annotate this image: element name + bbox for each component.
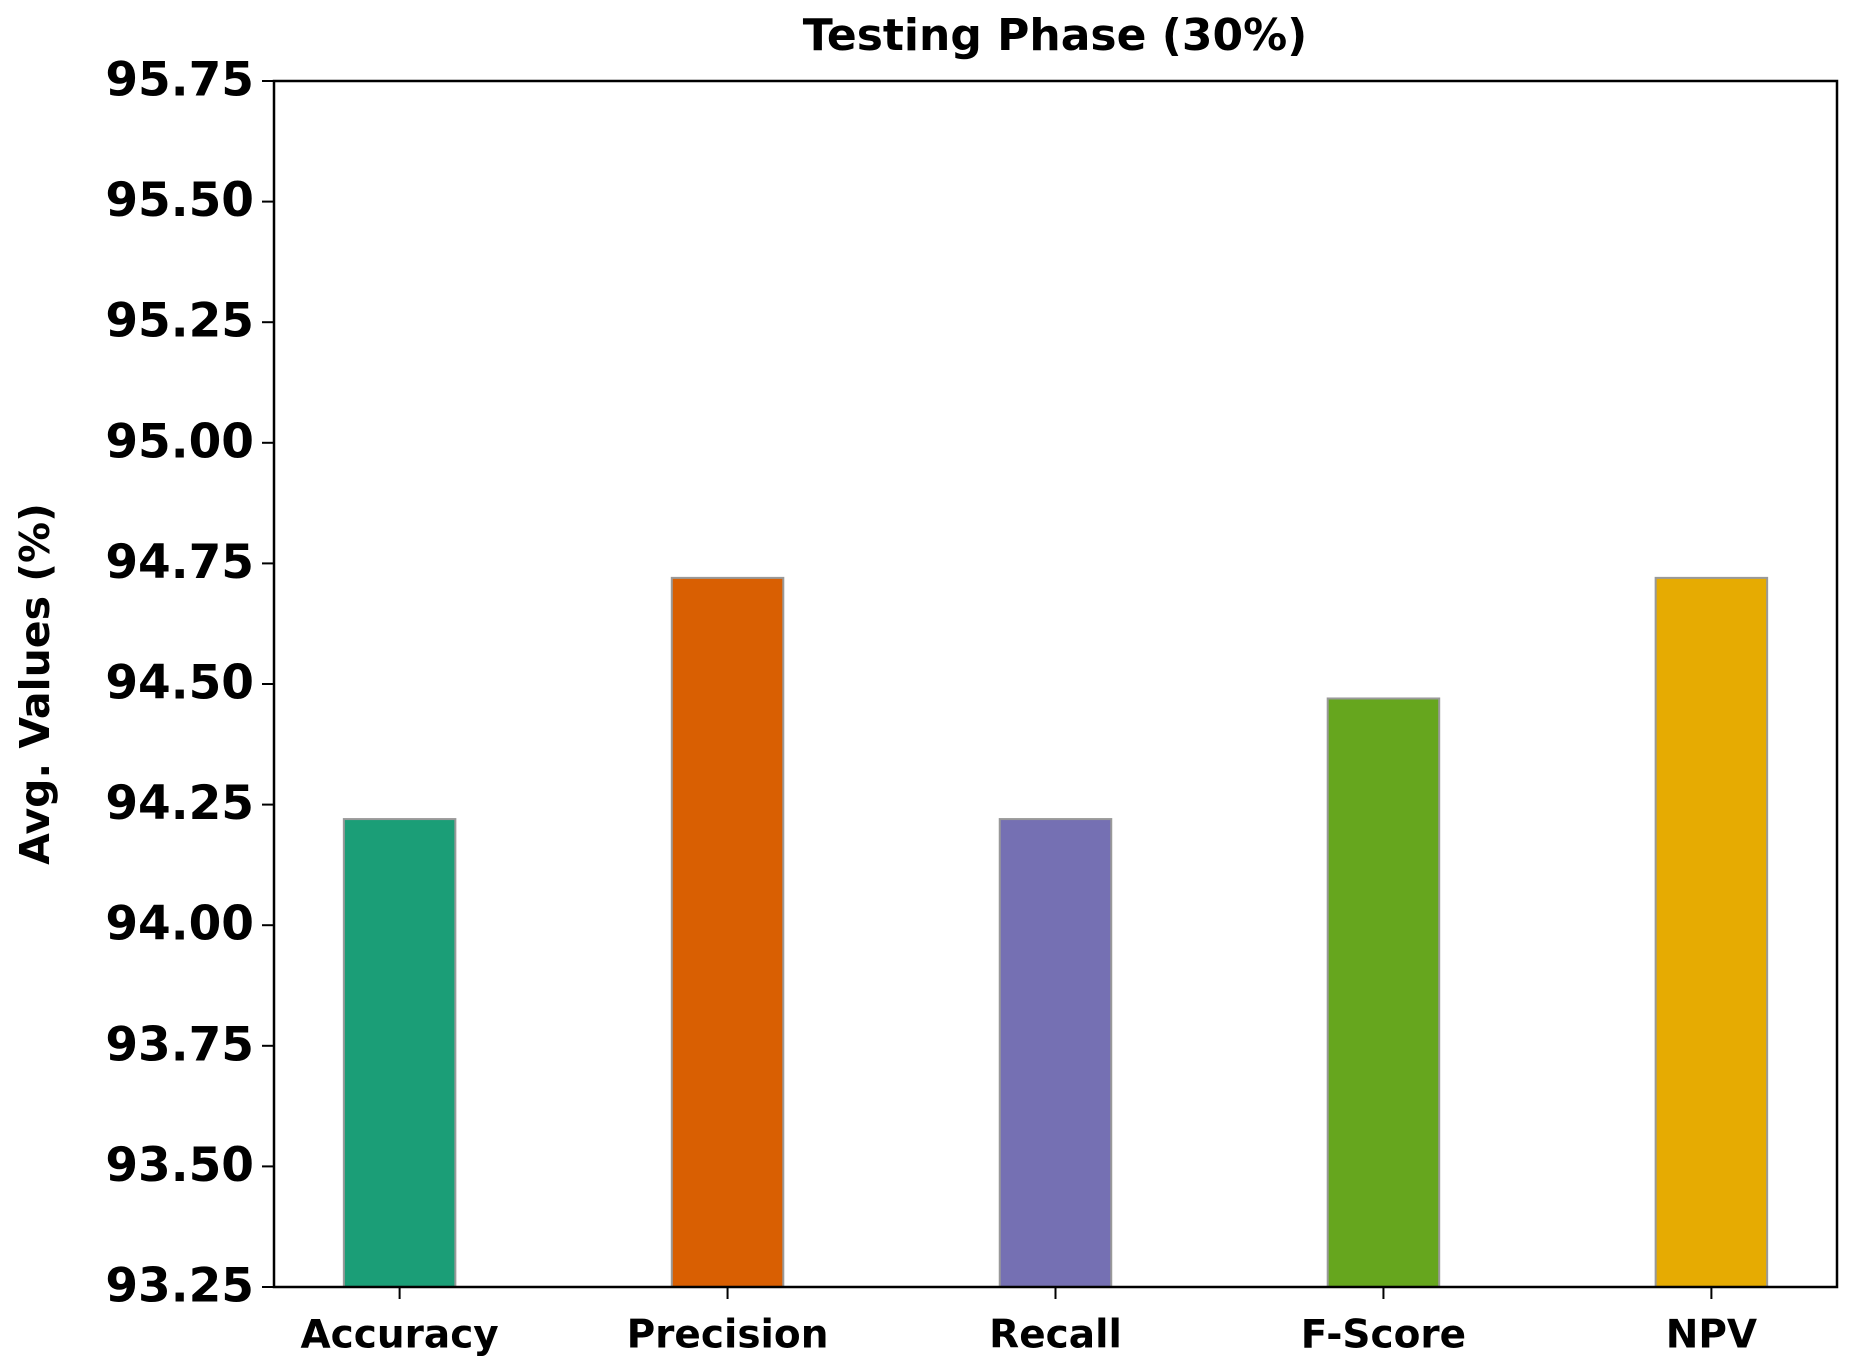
bar — [998, 818, 1113, 1289]
bar — [342, 818, 457, 1289]
plot-frame — [272, 79, 1839, 1289]
x-tick-label: Precision — [627, 1313, 829, 1358]
x-tick-label: Recall — [989, 1313, 1122, 1358]
x-tick-label: F-Score — [1301, 1313, 1466, 1358]
y-tick-label: 93.75 — [105, 1017, 254, 1072]
y-tick-label: 95.75 — [105, 53, 254, 108]
x-tick-label: NPV — [1666, 1313, 1757, 1358]
y-tick-label: 94.75 — [105, 535, 254, 590]
y-tick-label: 95.00 — [105, 414, 254, 469]
y-tick-label: 94.25 — [105, 776, 254, 831]
bar — [1326, 697, 1441, 1288]
y-tick-label: 94.50 — [105, 656, 254, 711]
y-tick-label: 93.50 — [105, 1138, 254, 1193]
chart-title: Testing Phase (30%) — [803, 10, 1308, 61]
y-tick-label: 93.25 — [105, 1259, 254, 1314]
y-tick-label: 94.00 — [105, 897, 254, 952]
y-tick-label: 95.50 — [105, 173, 254, 228]
bar — [1654, 576, 1769, 1288]
x-tick-label: Accuracy — [300, 1313, 498, 1358]
bar — [670, 576, 785, 1288]
y-tick-label: 95.25 — [105, 294, 254, 349]
y-axis-label: Avg. Values (%) — [11, 503, 59, 865]
